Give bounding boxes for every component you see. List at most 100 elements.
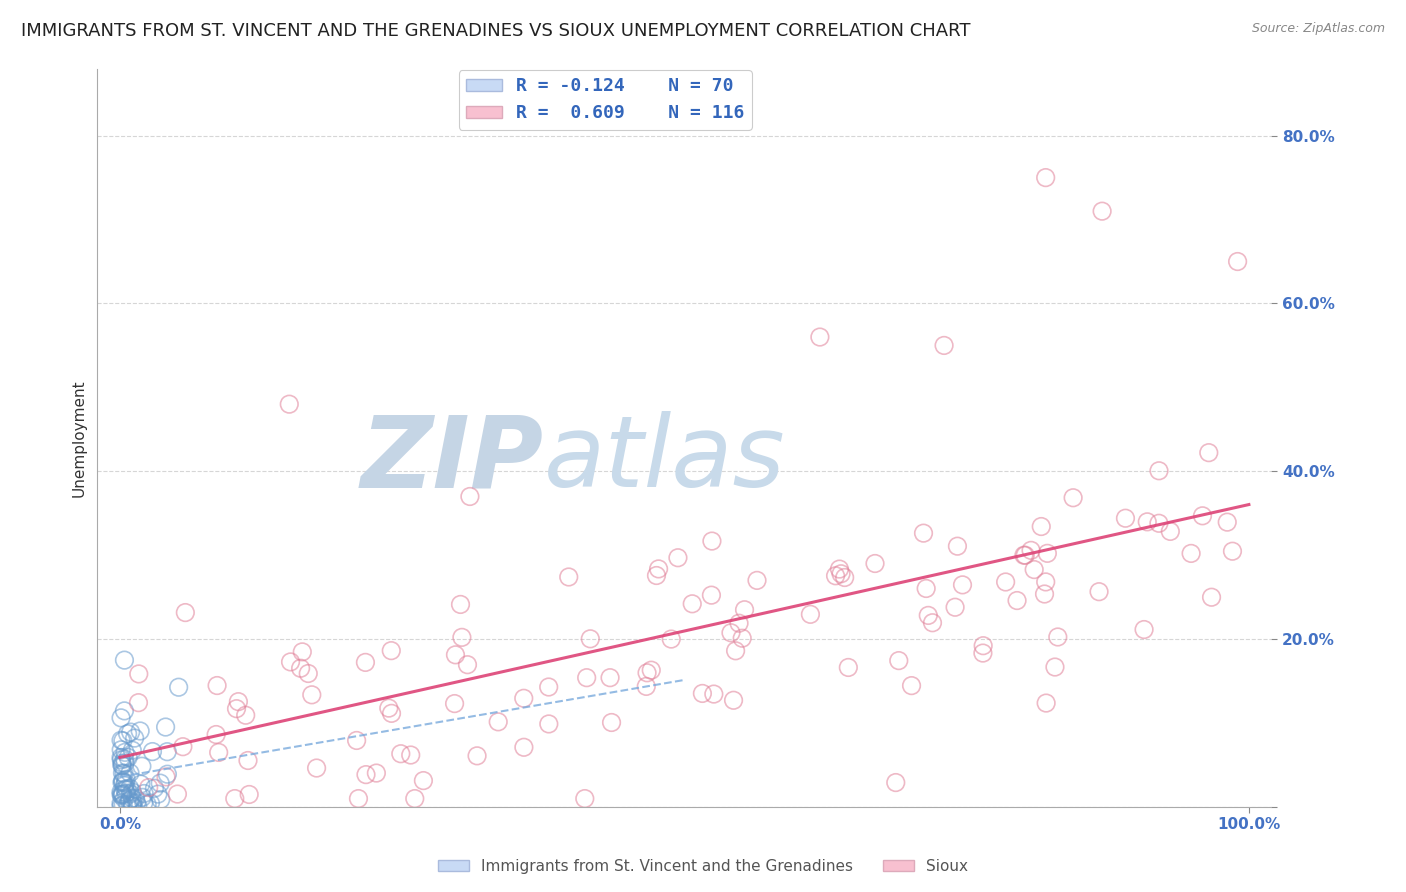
Point [1024, 563, 1046, 577]
Point [278, 397, 301, 411]
Point [143, 781, 166, 796]
Point [114, 752, 136, 766]
Point [692, 686, 714, 700]
Point [238, 788, 260, 802]
Point [917, 608, 939, 623]
Point [111, 734, 134, 748]
Point [111, 789, 134, 803]
Point [111, 759, 134, 773]
Text: Source: ZipAtlas.com: Source: ZipAtlas.com [1251, 22, 1385, 36]
Point [124, 731, 146, 745]
Point [1033, 587, 1056, 601]
Y-axis label: Unemployment: Unemployment [72, 379, 86, 497]
Point [513, 740, 536, 755]
Point [1046, 630, 1069, 644]
Point [346, 733, 368, 747]
Point [280, 655, 302, 669]
Point [912, 526, 935, 541]
Point [112, 704, 135, 718]
Point [121, 799, 143, 814]
Point [236, 754, 259, 768]
Point [380, 706, 402, 721]
Point [114, 745, 136, 759]
Point [138, 780, 160, 795]
Point [347, 791, 370, 805]
Point [972, 639, 994, 653]
Point [127, 799, 149, 814]
Point [121, 798, 143, 813]
Point [1180, 546, 1202, 560]
Point [124, 791, 146, 805]
Point [297, 666, 319, 681]
Point [1036, 546, 1059, 560]
Point [149, 776, 172, 790]
Point [728, 616, 751, 631]
Point [900, 679, 922, 693]
Point [720, 625, 742, 640]
Point [155, 720, 177, 734]
Point [458, 490, 481, 504]
Text: ZIP: ZIP [360, 411, 544, 508]
Point [599, 671, 621, 685]
Point [354, 656, 377, 670]
Point [513, 691, 536, 706]
Point [112, 797, 135, 812]
Point [120, 787, 142, 801]
Point [1201, 591, 1223, 605]
Point [354, 767, 377, 781]
Point [110, 787, 132, 801]
Point [110, 799, 132, 814]
Point [129, 777, 152, 791]
Point [110, 743, 132, 757]
Point [659, 632, 682, 646]
Point [208, 746, 231, 760]
Point [235, 708, 257, 723]
Point [117, 750, 139, 764]
Point [378, 701, 401, 715]
Point [156, 767, 179, 781]
Point [131, 790, 153, 805]
Point [110, 733, 132, 747]
Point [121, 785, 143, 799]
Point [174, 606, 197, 620]
Point [600, 715, 623, 730]
Point [290, 661, 312, 675]
Point [118, 794, 141, 808]
Point [301, 688, 323, 702]
Point [167, 680, 190, 694]
Point [205, 679, 228, 693]
Point [111, 788, 134, 802]
Point [114, 776, 136, 790]
Point [465, 748, 488, 763]
Point [1035, 170, 1057, 185]
Point [443, 697, 465, 711]
Point [636, 665, 658, 680]
Point [128, 667, 150, 681]
Point [1005, 593, 1028, 607]
Point [114, 779, 136, 793]
Point [131, 759, 153, 773]
Point [115, 781, 138, 796]
Point [111, 775, 134, 789]
Point [830, 566, 852, 581]
Point [1147, 516, 1170, 531]
Point [681, 597, 703, 611]
Point [118, 781, 141, 796]
Point [127, 696, 149, 710]
Point [1031, 519, 1053, 533]
Point [808, 330, 831, 344]
Point [837, 660, 859, 674]
Point [205, 727, 228, 741]
Point [724, 644, 747, 658]
Point [121, 796, 143, 810]
Point [647, 562, 669, 576]
Point [946, 539, 969, 553]
Point [224, 791, 246, 805]
Point [451, 631, 474, 645]
Point [645, 568, 668, 582]
Point [120, 725, 142, 739]
Point [132, 796, 155, 810]
Point [450, 598, 472, 612]
Point [558, 570, 581, 584]
Point [149, 792, 172, 806]
